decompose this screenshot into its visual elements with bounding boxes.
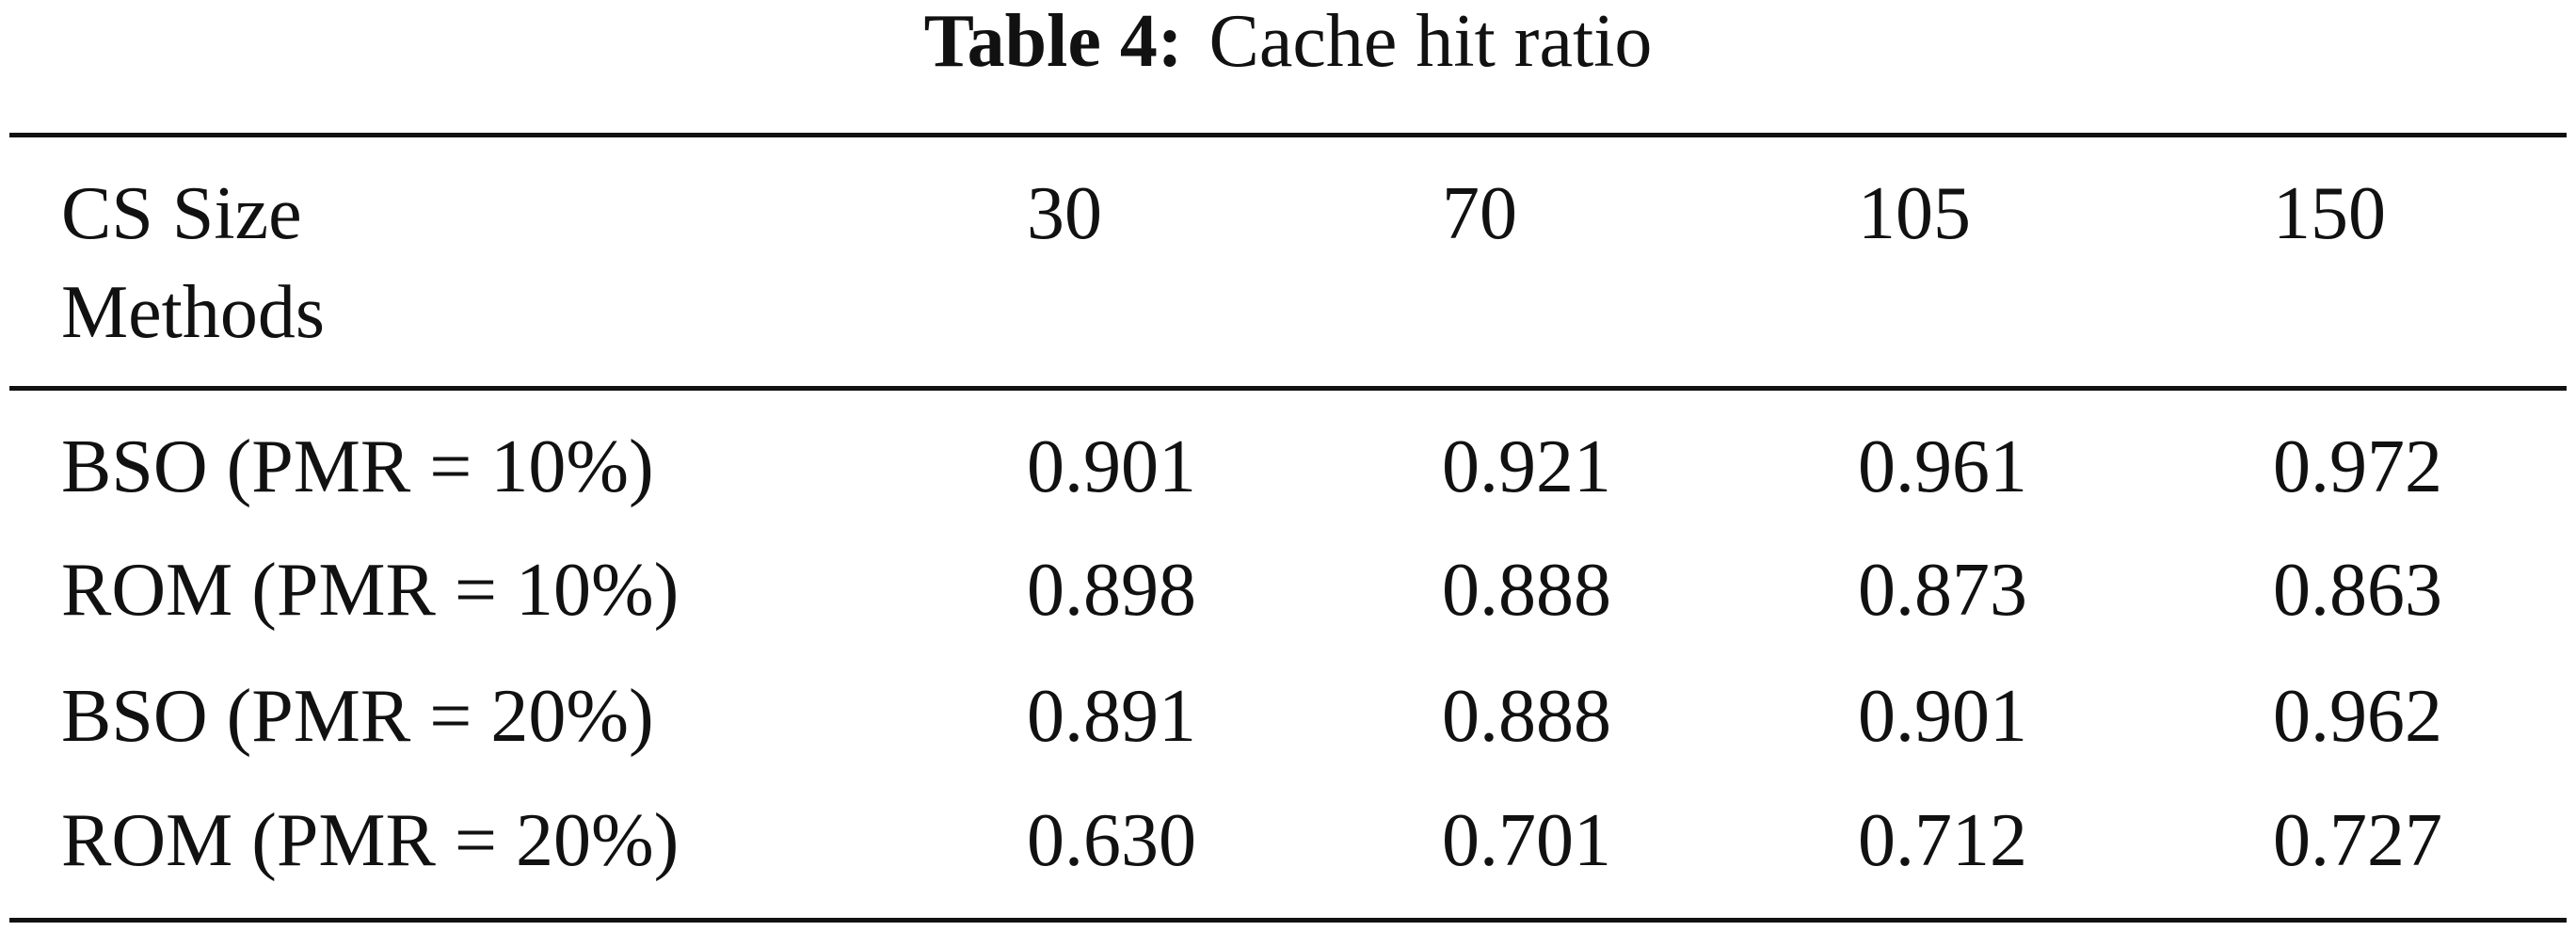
column-heading: 30 bbox=[1027, 172, 1102, 255]
cell: 0.630 bbox=[1027, 799, 1196, 882]
cell: 0.901 bbox=[1858, 675, 2027, 758]
cell: 0.921 bbox=[1442, 425, 1611, 508]
cell: 0.727 bbox=[2273, 799, 2442, 882]
cell: 0.961 bbox=[1858, 425, 2027, 508]
cell: 0.873 bbox=[1858, 549, 2027, 632]
cell: 0.901 bbox=[1027, 425, 1196, 508]
cell: 0.701 bbox=[1442, 799, 1611, 882]
cell: 0.712 bbox=[1858, 799, 2027, 882]
row-label: ROM (PMR = 10%) bbox=[61, 549, 680, 632]
top-rule bbox=[9, 133, 2567, 137]
row-label: BSO (PMR = 10%) bbox=[61, 425, 654, 508]
cell: 0.962 bbox=[2273, 675, 2442, 758]
row-label: BSO (PMR = 20%) bbox=[61, 675, 654, 758]
row-label: ROM (PMR = 20%) bbox=[61, 799, 680, 882]
caption-text: Cache hit ratio bbox=[1208, 0, 1653, 83]
mid-rule bbox=[9, 386, 2567, 391]
cell: 0.898 bbox=[1027, 549, 1196, 632]
column-header: Methods bbox=[61, 271, 325, 354]
cell: 0.888 bbox=[1442, 675, 1611, 758]
column-heading: 150 bbox=[2273, 172, 2386, 255]
column-heading: 70 bbox=[1442, 172, 1517, 255]
column-heading: 105 bbox=[1858, 172, 1971, 255]
cell: 0.863 bbox=[2273, 549, 2442, 632]
caption-label: Table 4: bbox=[923, 0, 1183, 83]
table-caption: Table 4: Cache hit ratio bbox=[0, 4, 2576, 79]
row-header: CS Size bbox=[61, 172, 302, 255]
cell: 0.888 bbox=[1442, 549, 1611, 632]
bottom-rule bbox=[9, 918, 2567, 923]
cell: 0.972 bbox=[2273, 425, 2442, 508]
cell: 0.891 bbox=[1027, 675, 1196, 758]
